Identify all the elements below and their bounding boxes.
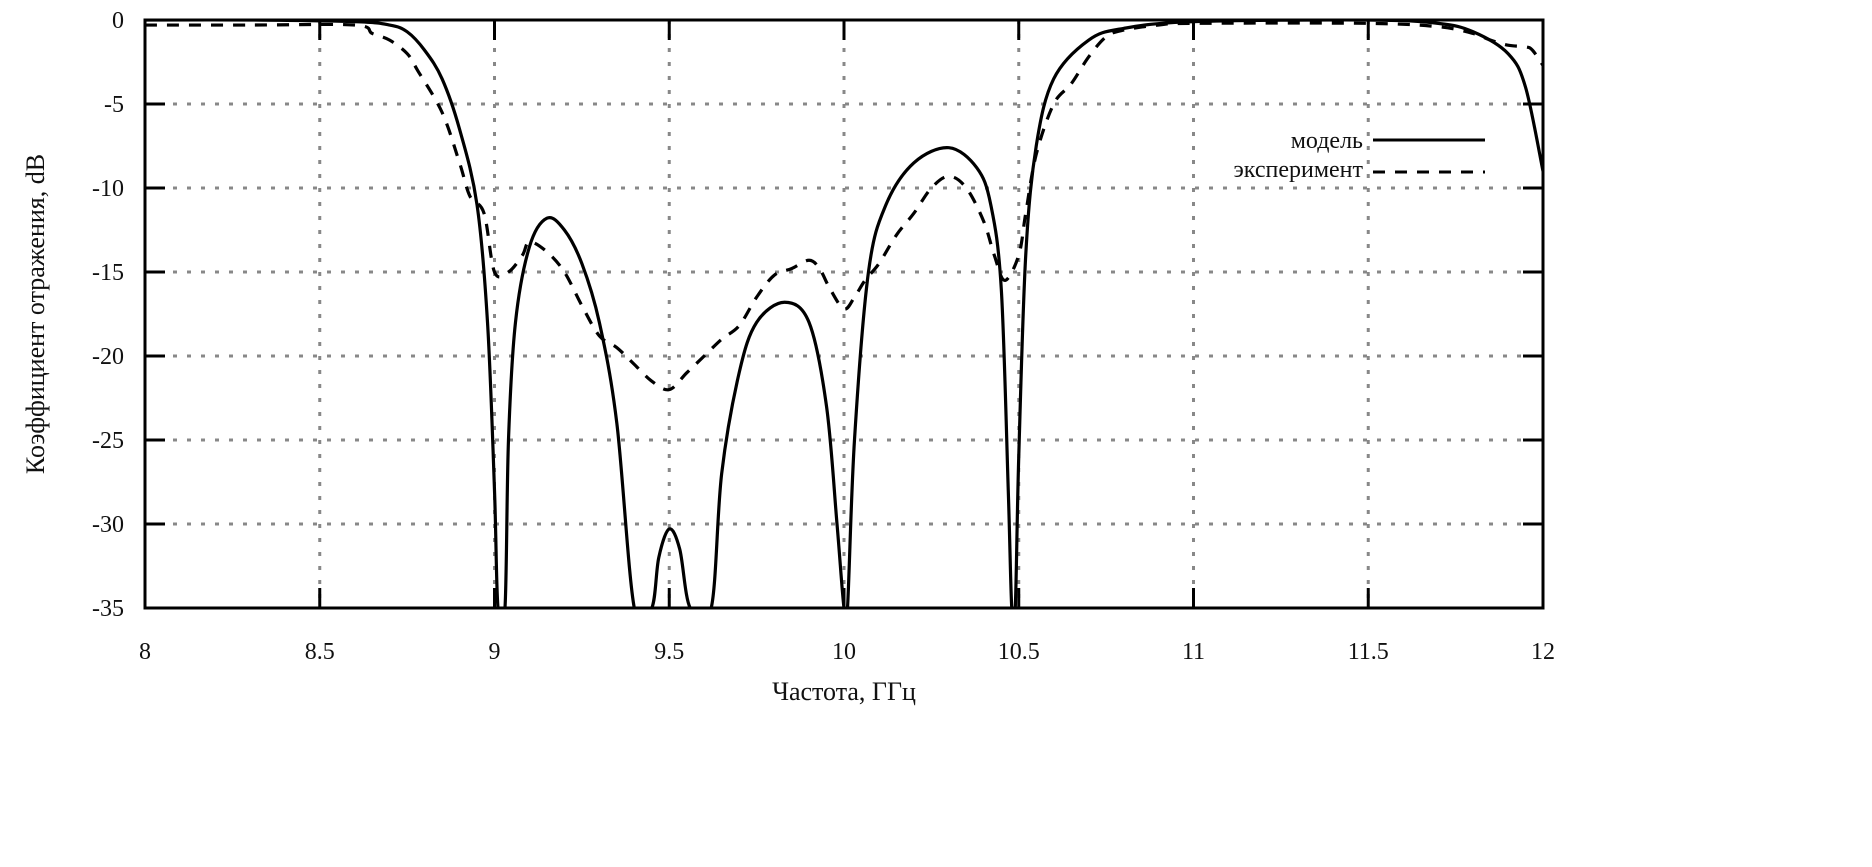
x-tick-label: 11.5 [1348, 639, 1389, 665]
y-tick-label: -15 [92, 260, 124, 286]
x-tick-label: 9.5 [654, 639, 684, 665]
y-tick-label: 0 [112, 8, 124, 34]
series-line-experiment [145, 21, 1543, 392]
series-group [145, 19, 1543, 609]
series-line-model [145, 19, 1543, 609]
y-tick-label: -20 [92, 344, 124, 370]
y-axis-label: Коэффициент отражения, dB [21, 154, 50, 474]
x-tick-label: 10.5 [998, 639, 1040, 665]
legend-label-experiment: эксперимент [1233, 157, 1363, 183]
x-tick-label: 8 [139, 639, 151, 665]
x-tick-label: 12 [1531, 639, 1555, 665]
y-tick-label: -30 [92, 512, 124, 538]
x-tick-label: 8.5 [305, 639, 335, 665]
x-tick-label: 11 [1182, 639, 1205, 665]
y-tick-labels: 0 -5 -10 -15 -20 -25 -30 -35 [92, 8, 124, 622]
x-tick-label: 10 [832, 639, 856, 665]
grid [145, 20, 1543, 608]
ticks [145, 20, 1543, 608]
y-tick-label: -5 [104, 92, 124, 118]
legend: модель эксперимент [1233, 128, 1485, 183]
y-tick-label: -25 [92, 428, 124, 454]
x-tick-label: 9 [489, 639, 501, 665]
y-tick-label: -35 [92, 596, 124, 622]
y-tick-label: -10 [92, 176, 124, 202]
x-tick-labels: 8 8.5 9 9.5 10 10.5 11 11.5 12 [139, 639, 1555, 665]
legend-label-model: модель [1291, 128, 1363, 154]
x-axis-label: Частота, ГГц [772, 677, 916, 706]
